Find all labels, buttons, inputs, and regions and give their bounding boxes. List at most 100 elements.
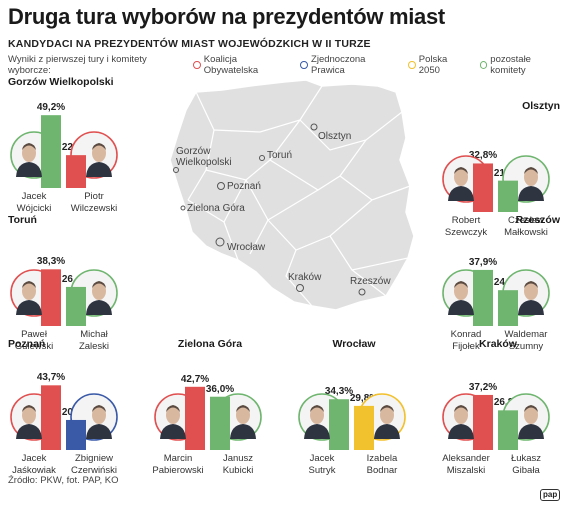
city-1-candidate-1: Czesław Małkowski (496, 215, 556, 239)
city-6-bar-0 (329, 399, 349, 450)
pap-logo: pap (540, 489, 561, 501)
city-3-portrait-icon-1 (518, 281, 544, 315)
city-2-panel: Toruń38,3%PawełGulewski26,4%MichałZalesk… (8, 214, 148, 352)
city-3-candidate-0: Konrad Fijołek (436, 329, 496, 353)
city-2-candidate-first-1: Michał (80, 329, 108, 340)
map-label-gorzow-1: Gorzów (176, 146, 211, 157)
legend-label-p2050: Polska 2050 (418, 54, 448, 76)
city-2-portrait-icon-1 (86, 281, 112, 315)
city-7-portrait-icon-0 (448, 405, 474, 439)
legend-dot-zp (300, 61, 309, 69)
city-6-portrait-icon-1 (374, 405, 400, 439)
city-4-candidate-last-0: Jaśkowiak (12, 465, 56, 476)
city-4-candidate-1: Zbigniew Czerwiński (64, 453, 124, 477)
city-6-candidate-last-1: Bodnar (366, 465, 398, 476)
city-1-value-label-0: 32,8% (468, 150, 498, 162)
city-0-candidate-last-1: Wilczewski (70, 203, 118, 214)
city-3-candidate-first-1: Waldemar (504, 329, 548, 340)
city-1-portrait-icon-1 (518, 167, 544, 201)
map-label-olsztyn: Olsztyn (318, 131, 352, 142)
city-5-chart (154, 386, 262, 450)
legend-item-zp: Zjednoczona Prawica (300, 54, 396, 76)
poland-outline (169, 79, 415, 311)
city-4-bar-0 (41, 385, 61, 450)
city-3-value-label-0: 37,9% (468, 256, 498, 268)
city-6-candidate-1: Izabela Bodnar (352, 453, 412, 477)
map-label-wroclaw: Wrocław (227, 242, 266, 253)
map-label-poznan: Poznań (227, 181, 261, 192)
city-2-candidate-0: Paweł Gulewski (4, 329, 64, 353)
city-5-candidate-first-0: Marcin (163, 453, 193, 464)
city-1-portrait-icon-0 (448, 167, 474, 201)
city-7-name: Kraków (479, 338, 517, 350)
city-7-bar-1 (498, 410, 518, 450)
legend-item-other: pozostałe komitety (479, 54, 564, 76)
city-1-name: Olsztyn (522, 100, 560, 112)
legend-item-p2050: Polska 2050 (408, 54, 468, 76)
chart-title: Druga tura wyborów na prezydentów miast (8, 4, 445, 29)
city-5-name: Zielona Góra (177, 338, 243, 350)
city-7-candidate-last-1: Gibała (512, 465, 540, 476)
city-3-candidate-first-0: Konrad (450, 329, 482, 340)
city-outlines (173, 123, 366, 296)
city-6-portrait-icon-0 (304, 405, 330, 439)
city-7-candidate-first-0: Aleksander (442, 453, 490, 464)
city-0-candidate-first-1: Piotr (84, 191, 104, 202)
city-4-value-label-0: 43,7% (36, 372, 66, 384)
city-5-panel: Zielona Góra 42,7% Marcin Pabierowski 36,0% J… (152, 338, 292, 476)
map-label-torun: Toruń (267, 150, 293, 161)
city-5-candidate-last-1: Kubicki (222, 465, 254, 476)
city-5-candidate-last-0: Pabierowski (152, 465, 204, 476)
city-3-bar-0 (473, 269, 493, 326)
city-6-candidate-first-1: Izabela (366, 453, 398, 464)
city-3-candidate-1: Waldemar Szumny (496, 329, 556, 353)
city-6-name: Wrocław (332, 338, 376, 350)
city-4-bar-1 (66, 419, 86, 450)
legend-label-zp: Zjednoczona Prawica (311, 54, 366, 76)
city-2-candidate-last-1: Zaleski (78, 341, 110, 352)
city-1-candidate-last-1: Małkowski (504, 227, 548, 238)
city-1-panel: Olsztyn32,8%RobertSzewczyk21,2%CzesławMa… (440, 100, 564, 238)
city-0-candidate-last-0: Wójcicki (16, 203, 52, 214)
city-7-candidate-0: Aleksander Miszalski (436, 453, 496, 477)
city-3-candidate-last-1: Szumny (508, 341, 544, 352)
city-0-candidate-first-0: Jacek (21, 191, 47, 202)
city-2-candidate-last-0: Gulewski (14, 341, 54, 352)
city-0-bar-0 (41, 115, 61, 188)
city-0-panel: Gorzów Wielkopolski49,2%JacekWójcicki22,… (8, 76, 148, 214)
city-0-candidate-1: Piotr Wilczewski (64, 191, 124, 215)
legend-dot-ko (193, 61, 201, 69)
source-note: Źródło: PKW, fot. PAP, KO (8, 475, 119, 486)
city-2-bar-0 (41, 269, 61, 326)
city-7-portrait-icon-1 (518, 405, 544, 439)
city-4-name: Poznań (8, 338, 46, 350)
city-4-chart (10, 385, 118, 450)
city-6-bar-1 (354, 405, 374, 450)
voivodeship-borders (187, 85, 411, 307)
city-5-bar-1 (210, 396, 230, 450)
city-4-panel: Poznań43,7%JacekJaśkowiak20,3%ZbigniewCz… (8, 338, 148, 476)
city-7-chart (442, 393, 550, 450)
city-2-bar-1 (66, 286, 86, 326)
city-0-candidate-0: Jacek Wójcicki (4, 191, 64, 215)
city-1-bar-0 (473, 163, 493, 212)
city-6-candidate-last-0: Sutryk (308, 465, 336, 476)
city-1-bar-1 (498, 180, 518, 212)
city-4-candidate-0: Jacek Jaśkowiak (4, 453, 64, 477)
city-6-value-label-0: 34,3% (324, 386, 354, 398)
city-3-chart (442, 269, 550, 326)
city-4-portrait-icon-1 (86, 405, 112, 439)
city-4-portrait-icon-0 (16, 405, 42, 439)
city-6-value-label-1: 29,8% (349, 392, 379, 404)
city-6-panel: Wrocław 34,3% Jacek Sutryk 29,8% Izabela Bodna… (296, 338, 436, 476)
legend-item-ko: Koalicja Obywatelska (193, 54, 288, 76)
city-2-candidate-1: Michał Zaleski (64, 329, 124, 353)
legend-dot-other (479, 61, 488, 69)
map-label-krakow: Kraków (288, 272, 322, 283)
city-7-value-label-0: 37,2% (468, 381, 498, 393)
legend-label-ko: Koalicja Obywatelska (203, 54, 259, 76)
city-4-candidate-first-1: Zbigniew (74, 453, 114, 464)
legend-dot-p2050 (408, 61, 416, 69)
city-7-bar-0 (473, 394, 493, 450)
